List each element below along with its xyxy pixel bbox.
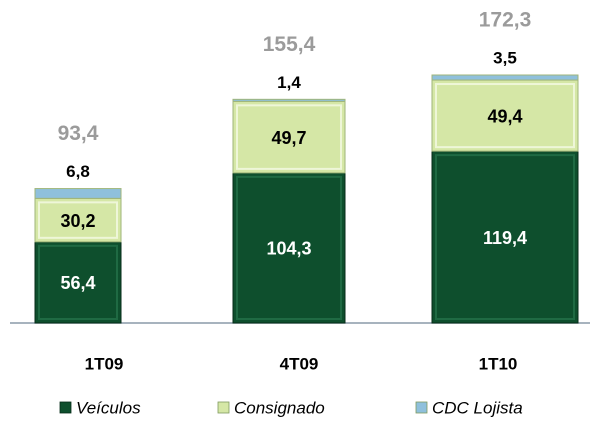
bar-segment bbox=[431, 74, 579, 81]
legend-swatch bbox=[59, 401, 72, 414]
legend-swatch bbox=[415, 401, 428, 414]
bevel bbox=[38, 244, 118, 320]
bar-segment bbox=[431, 79, 579, 152]
value-label: 1,4 bbox=[277, 73, 301, 92]
bar-segment bbox=[232, 172, 346, 324]
x-tick-label: 1T09 bbox=[85, 354, 124, 373]
value-label: 119,4 bbox=[483, 228, 527, 248]
bevel bbox=[435, 83, 575, 149]
bevel bbox=[435, 154, 575, 320]
bar-segment bbox=[232, 98, 346, 102]
legend-label: Veículos bbox=[76, 398, 141, 417]
bar-segment bbox=[34, 241, 122, 324]
value-label: 104,3 bbox=[266, 239, 311, 259]
bar-segment bbox=[431, 150, 579, 324]
total-label: 155,4 bbox=[263, 33, 316, 56]
x-tick-label: 1T10 bbox=[479, 354, 518, 373]
value-label: 6,8 bbox=[66, 162, 90, 181]
x-tick-label: 4T09 bbox=[280, 354, 319, 373]
value-label: 49,7 bbox=[271, 128, 306, 148]
total-label: 93,4 bbox=[58, 122, 99, 145]
value-label: 56,4 bbox=[60, 273, 95, 293]
legend-swatch bbox=[217, 401, 230, 414]
value-label: 49,4 bbox=[487, 106, 522, 126]
legend-label: CDC Lojista bbox=[432, 398, 523, 417]
bar-segment bbox=[34, 197, 122, 243]
value-label: 30,2 bbox=[60, 211, 95, 231]
value-label: 3,5 bbox=[493, 48, 517, 67]
legend-label: Consignado bbox=[234, 398, 325, 417]
bar-segment bbox=[34, 188, 122, 199]
bevel bbox=[236, 104, 342, 170]
bevel bbox=[236, 175, 342, 320]
bevel bbox=[38, 201, 118, 239]
total-label: 172,3 bbox=[479, 9, 532, 32]
